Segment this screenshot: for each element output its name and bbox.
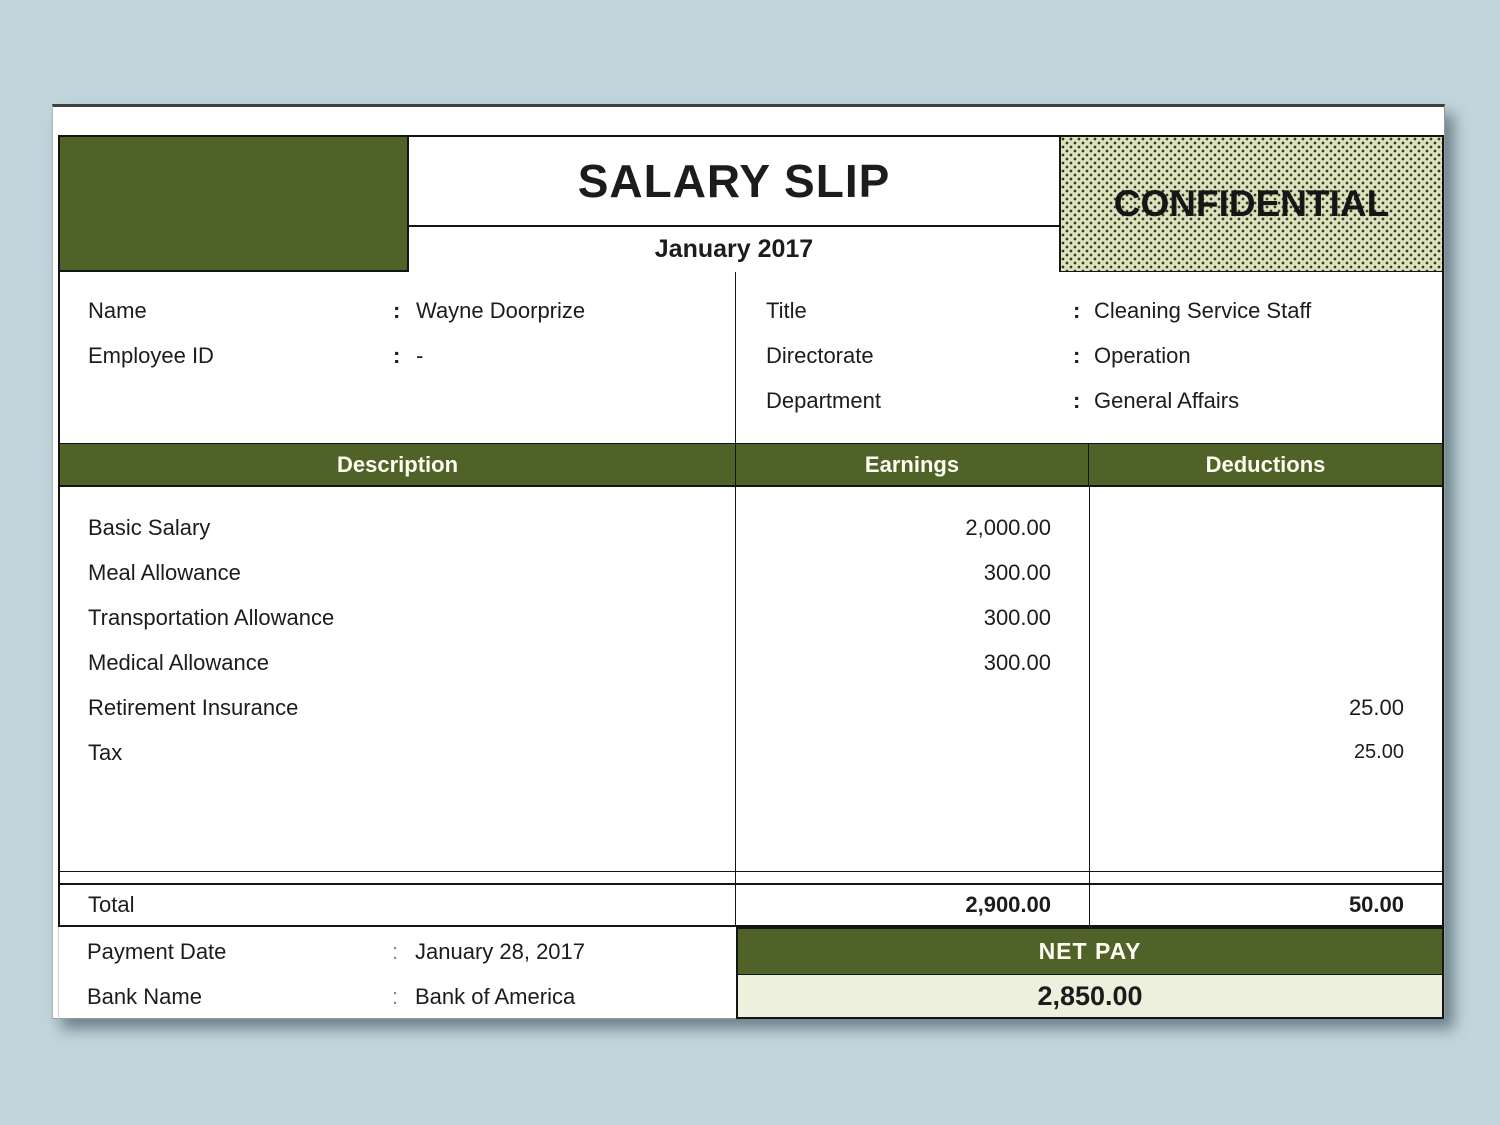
salary-slip-sheet: SALARY SLIP January 2017 CONFIDENTIAL Na… (58, 135, 1444, 1019)
confidential-stamp: CONFIDENTIAL (1061, 135, 1444, 272)
field-value: Wayne Doorprize (416, 297, 586, 323)
field-colon: : (1073, 342, 1081, 368)
field-employee-id: Employee ID : - (60, 333, 735, 378)
field-directorate: Directorate : Operation (736, 333, 1442, 378)
row-description: Medical Allowance (88, 650, 269, 675)
total-deductions: 50.00 (1089, 885, 1444, 925)
total-earnings: 2,900.00 (965, 892, 1051, 917)
field-title: Title : Cleaning Service Staff (736, 288, 1442, 333)
divider-segment (736, 872, 1089, 883)
field-colon: : (392, 938, 399, 964)
row-deductions (1090, 550, 1442, 595)
field-colon: : (1073, 387, 1081, 413)
field-label: Directorate (766, 342, 874, 368)
net-pay-box: NET PAY 2,850.00 (736, 927, 1444, 1019)
field-label: Name (88, 297, 147, 323)
employee-info-left: Name : Wayne Doorprize Employee ID : - (60, 272, 736, 443)
payroll-table-header: Description Earnings Deductions (58, 443, 1444, 487)
title-box: SALARY SLIP January 2017 (409, 135, 1061, 272)
row-earnings: 2,000.00 (965, 515, 1051, 540)
brand-color-block (58, 135, 409, 272)
field-value: Bank of America (415, 983, 576, 1009)
field-colon: : (392, 983, 399, 1009)
field-name: Name : Wayne Doorprize (60, 288, 735, 333)
total-divider-gap (58, 872, 1444, 883)
field-label: Payment Date (87, 938, 227, 964)
col-header-earnings: Earnings (736, 444, 1089, 487)
row-earnings: 300.00 (983, 650, 1051, 675)
field-label: Department (766, 387, 881, 413)
payment-details: Payment Date : January 28, 2017 Bank Nam… (58, 927, 736, 1019)
total-label: Total (58, 885, 736, 925)
salary-slip-document: SALARY SLIP January 2017 CONFIDENTIAL Na… (52, 104, 1445, 1019)
row-deductions: 25.00 (1353, 741, 1404, 763)
row-description: Meal Allowance (88, 560, 241, 585)
description-column: Basic Salary Meal Allowance Transportati… (58, 487, 736, 871)
earnings-column: 2,000.00 300.00 300.00 300.00 (736, 487, 1089, 871)
net-pay-value: 2,850.00 (736, 975, 1444, 1019)
footer-section: Payment Date : January 28, 2017 Bank Nam… (58, 927, 1444, 1019)
field-department: Department : General Affairs (736, 378, 1442, 423)
divider-segment (1089, 872, 1444, 883)
col-header-deductions: Deductions (1089, 444, 1444, 487)
row-earnings (736, 685, 1089, 730)
row-deductions: 25.00 (1348, 695, 1404, 720)
row-earnings: 300.00 (983, 605, 1051, 630)
row-earnings: 300.00 (983, 560, 1051, 585)
field-label: Employee ID (88, 342, 214, 368)
field-value: Operation (1094, 342, 1191, 368)
net-pay-label: NET PAY (736, 927, 1444, 975)
row-earnings (736, 730, 1089, 775)
row-description: Transportation Allowance (88, 605, 335, 630)
field-value: General Affairs (1094, 387, 1240, 413)
row-description: Tax (88, 740, 123, 765)
col-header-description: Description (58, 444, 736, 487)
row-description: Retirement Insurance (88, 695, 299, 720)
total-row: Total 2,900.00 50.00 (58, 883, 1444, 927)
row-deductions (1090, 505, 1442, 550)
row-deductions (1090, 595, 1442, 640)
period-label: January 2017 (654, 235, 814, 263)
page-title: SALARY SLIP (409, 137, 1059, 227)
field-bank-name: Bank Name : Bank of America (59, 974, 736, 1019)
deductions-column: 25.00 25.00 (1089, 487, 1444, 871)
field-value: Cleaning Service Staff (1094, 297, 1312, 323)
payroll-table-body: Basic Salary Meal Allowance Transportati… (58, 487, 1444, 872)
divider-segment (58, 872, 736, 883)
field-value: - (416, 342, 424, 368)
row-description: Basic Salary (88, 515, 211, 540)
field-payment-date: Payment Date : January 28, 2017 (59, 929, 736, 974)
employee-info-right: Title : Cleaning Service Staff Directora… (736, 272, 1442, 443)
field-label: Title (766, 297, 807, 323)
field-label: Bank Name (87, 983, 202, 1009)
field-value: January 28, 2017 (415, 938, 586, 964)
header-band: SALARY SLIP January 2017 CONFIDENTIAL (58, 135, 1444, 272)
field-colon: : (1073, 297, 1081, 323)
employee-info-section: Name : Wayne Doorprize Employee ID : - T… (58, 272, 1444, 443)
row-deductions (1090, 640, 1442, 685)
field-colon: : (393, 297, 401, 323)
field-colon: : (393, 342, 401, 368)
